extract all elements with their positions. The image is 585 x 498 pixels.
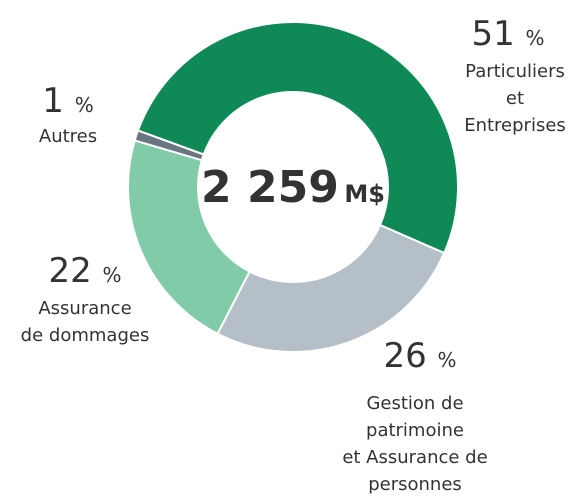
- unit: %: [102, 263, 122, 287]
- value: 22: [48, 251, 92, 291]
- value-label: 22 %: [48, 252, 121, 294]
- donut: [127, 21, 459, 353]
- category-label: Autres: [38, 126, 98, 147]
- total-unit: M$: [344, 180, 385, 208]
- value: 51: [471, 14, 515, 54]
- value: 26: [383, 336, 427, 376]
- center-total: 2 259 M$: [201, 162, 385, 213]
- total: 2 259: [201, 162, 339, 213]
- slice: [127, 139, 251, 336]
- value-label: 26 %: [383, 337, 456, 379]
- category-label: Gestion de patrimoine et Assurance de pe…: [342, 393, 488, 495]
- category-label: Assurance de dommages: [20, 298, 150, 346]
- unit: %: [525, 26, 545, 50]
- slice: [216, 223, 446, 353]
- chart: 2 259 M$ 51 % Particuliers et Entreprises…: [20, 15, 566, 495]
- slice: [133, 129, 206, 162]
- unit: %: [437, 348, 457, 372]
- value-label: 51 %: [471, 15, 544, 57]
- slice: [136, 21, 459, 255]
- value-label: 1 %: [42, 82, 93, 124]
- value: 1: [42, 81, 64, 121]
- unit: %: [74, 93, 94, 117]
- category-label: Particuliers et Entreprises: [464, 61, 566, 136]
